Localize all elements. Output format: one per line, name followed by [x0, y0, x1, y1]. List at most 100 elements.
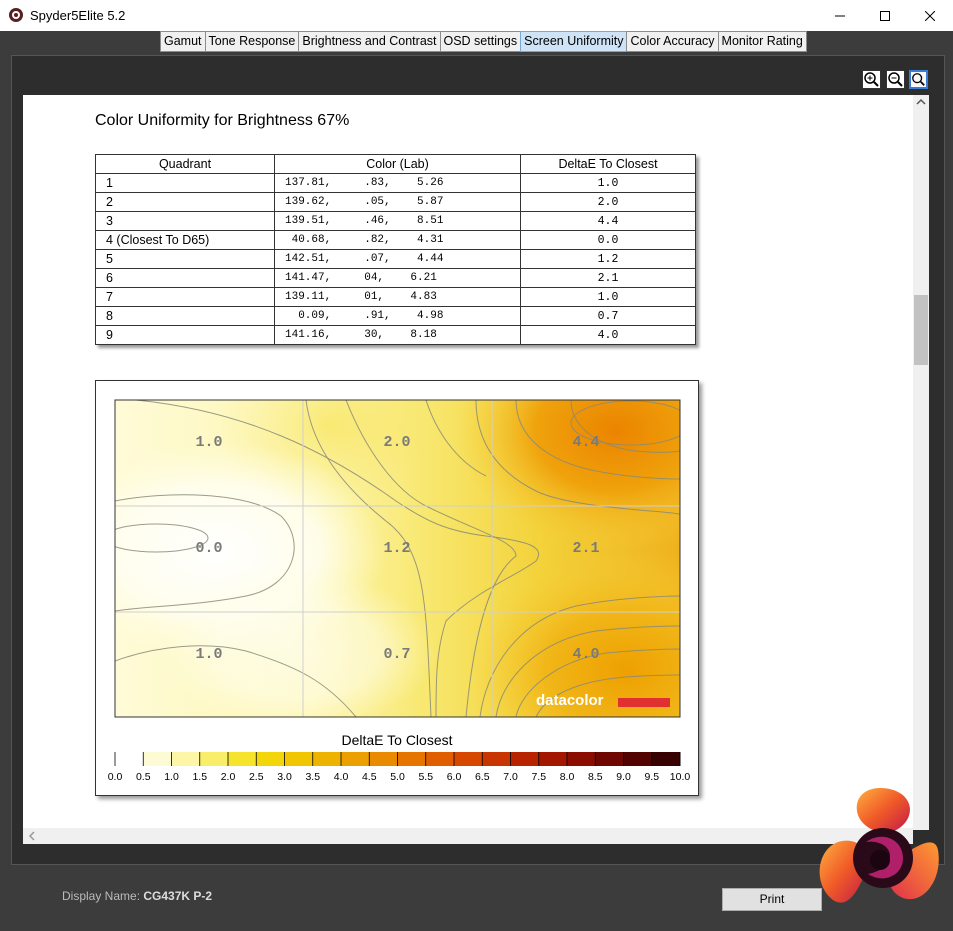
legend-swatch: [482, 752, 511, 766]
zoom-out-button[interactable]: [886, 70, 905, 89]
legend-tick-label: 5.0: [390, 771, 405, 783]
legend-swatch: [454, 752, 483, 766]
legend-tick-label: 8.5: [588, 771, 603, 783]
quadrant-cell: 5: [95, 249, 275, 269]
quadrant-cell: 4 (Closest To D65): [95, 230, 275, 250]
minimize-button[interactable]: [817, 0, 862, 31]
publisher-logo: [819, 788, 939, 903]
lab-cell: 141.47, 04, 6.21: [274, 268, 521, 288]
quadrant-grid: [115, 400, 680, 717]
scroll-up-icon[interactable]: [913, 95, 929, 109]
deltae-cell: 2.0: [520, 192, 696, 212]
tab-screen-uniformity[interactable]: Screen Uniformity: [520, 31, 627, 52]
deltae-cell: 1.2: [520, 249, 696, 269]
legend-tick-label: 10.0: [670, 771, 691, 783]
tab-color-accuracy[interactable]: Color Accuracy: [626, 31, 718, 52]
display-name: Display Name: CG437K P-2: [62, 889, 212, 903]
zoom-in-button[interactable]: [862, 70, 881, 89]
legend-swatch: [312, 752, 342, 766]
legend-tick-label: 1.5: [192, 771, 207, 783]
table-body: 1 137.81, .83, 5.26 1.0 2 139.62, .05, 5.87 2…: [95, 173, 696, 345]
quadrant-cell: 9: [95, 325, 275, 345]
legend-tick-label: 3.0: [277, 771, 292, 783]
deltae-cell: 0.0: [520, 230, 696, 250]
lab-cell: 142.51, .07, 4.44: [274, 249, 521, 269]
close-icon: [924, 10, 935, 21]
print-button[interactable]: Print: [722, 888, 822, 911]
table-row: 9 141.16, 30, 8.18 4.0: [95, 325, 696, 345]
header-color-lab: Color (Lab): [274, 154, 521, 174]
report-title: Color Uniformity for Brightness 67%: [95, 112, 350, 129]
deltae-cell: 2.1: [520, 268, 696, 288]
window-title: Spyder5Elite 5.2: [30, 8, 126, 23]
table-row: 4 (Closest To D65) 40.68, .82, 4.31 0.0: [95, 230, 696, 250]
maximize-button[interactable]: [862, 0, 907, 31]
legend-swatch: [143, 752, 172, 766]
table-row: 6 141.47, 04, 6.21 2.1: [95, 268, 696, 288]
zoom-reset-icon: [912, 73, 925, 86]
display-name-label: Display Name:: [62, 889, 141, 903]
legend-tick-label: 5.5: [418, 771, 433, 783]
horizontal-scrollbar[interactable]: [23, 828, 913, 844]
legend-swatch: [115, 752, 144, 766]
cell-value-9: 4.0: [572, 646, 599, 663]
close-button[interactable]: [907, 0, 952, 31]
quadrant-cell: 7: [95, 287, 275, 307]
app-icon: [9, 8, 23, 22]
lab-cell: 139.62, .05, 5.87: [274, 192, 521, 212]
lab-cell: 137.81, .83, 5.26: [274, 173, 521, 193]
legend-swatch: [510, 752, 540, 766]
legend-tick-label: 9.0: [616, 771, 631, 783]
legend-tick-label: 0.0: [108, 771, 123, 783]
tab-bar: Gamut Tone Response Brightness and Contr…: [0, 31, 953, 53]
scroll-left-icon[interactable]: [25, 828, 39, 844]
legend-swatch: [171, 752, 201, 766]
lab-cell: 0.09, .91, 4.98: [274, 306, 521, 326]
legend-tick-label: 7.5: [531, 771, 546, 783]
cell-value-5: 1.2: [383, 540, 410, 557]
quadrant-cell: 6: [95, 268, 275, 288]
legend-swatch: [199, 752, 229, 766]
tab-monitor-rating[interactable]: Monitor Rating: [717, 31, 807, 52]
legend-swatch: [228, 752, 257, 766]
deltae-cell: 4.0: [520, 325, 696, 345]
heatmap-surface: [115, 400, 680, 717]
datacolor-bar: [618, 698, 670, 707]
legend-tick-label: 1.0: [164, 771, 179, 783]
cell-value-6: 2.1: [572, 540, 599, 557]
legend-tick-label: 6.0: [447, 771, 462, 783]
legend-tick-label: 2.0: [221, 771, 236, 783]
table-row: 2 139.62, .05, 5.87 2.0: [95, 192, 696, 212]
legend-swatch: [623, 752, 653, 766]
legend-swatch: [595, 752, 624, 766]
cell-value-4: 0.0: [195, 540, 222, 557]
title-bar: Spyder5Elite 5.2: [0, 0, 953, 31]
table-row: 5 142.51, .07, 4.44 1.2: [95, 249, 696, 269]
color-legend: 0.0 0.5 1.0 1.5 2.0 2.5 3.0 3.5 4.0 4.5 5.0 5.5 6.0 6…: [108, 752, 691, 783]
table-row: 3 139.51, .46, 8.51 4.4: [95, 211, 696, 231]
cell-value-2: 2.0: [383, 434, 410, 451]
zoom-reset-button[interactable]: [909, 70, 928, 89]
table-row: 8 0.09, .91, 4.98 0.7: [95, 306, 696, 326]
vertical-scrollbar[interactable]: [913, 95, 929, 830]
uniformity-heatmap: 1.0 2.0 4.4 0.0 1.2 2.1 1.0 0.7 4.0 data…: [108, 399, 691, 783]
legend-swatch: [256, 752, 285, 766]
legend-tick-label: 8.0: [560, 771, 575, 783]
cell-value-8: 0.7: [383, 646, 410, 663]
plot-frame: [114, 399, 681, 718]
zoom-out-icon: [888, 72, 903, 87]
display-name-value: CG437K P-2: [143, 889, 213, 903]
tab-osd-settings[interactable]: OSD settings: [439, 31, 521, 52]
vertical-scroll-thumb[interactable]: [914, 295, 928, 365]
tab-tone-response[interactable]: Tone Response: [204, 31, 299, 52]
tab-brightness-contrast[interactable]: Brightness and Contrast: [298, 31, 440, 52]
legend-swatch: [425, 752, 455, 766]
legend-tick-label: 3.5: [305, 771, 320, 783]
quadrant-cell: 1: [95, 173, 275, 193]
legend-swatch: [397, 752, 427, 766]
header-deltae: DeltaE To Closest: [520, 154, 696, 174]
legend-swatch: [538, 752, 568, 766]
legend-swatch: [284, 752, 314, 766]
tab-gamut[interactable]: Gamut: [160, 31, 205, 52]
legend-tick-label: 0.5: [136, 771, 151, 783]
